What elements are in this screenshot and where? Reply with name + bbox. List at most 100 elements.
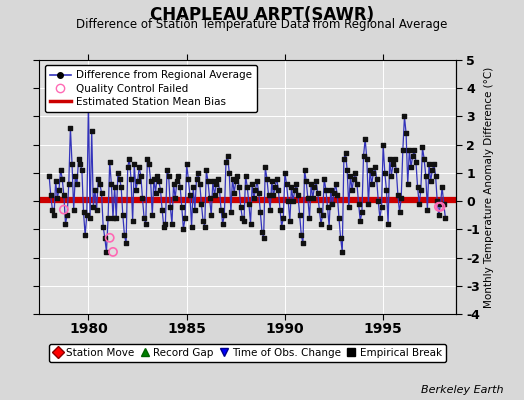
Point bbox=[320, 175, 329, 182]
Point bbox=[402, 130, 410, 136]
Point bbox=[232, 178, 240, 184]
Point bbox=[122, 240, 130, 247]
Point bbox=[76, 161, 84, 168]
Point bbox=[137, 172, 145, 179]
Point bbox=[191, 206, 199, 213]
Point bbox=[114, 170, 122, 176]
Point bbox=[225, 170, 234, 176]
Point bbox=[89, 204, 97, 210]
Point bbox=[274, 187, 282, 193]
Text: 1980: 1980 bbox=[69, 322, 108, 336]
Point bbox=[430, 161, 438, 168]
Point bbox=[181, 215, 189, 221]
Point bbox=[115, 175, 124, 182]
Point bbox=[118, 212, 127, 218]
Point bbox=[392, 167, 400, 173]
Point bbox=[45, 172, 53, 179]
Point bbox=[316, 220, 325, 227]
Point bbox=[292, 181, 301, 187]
Point bbox=[268, 178, 276, 184]
Point bbox=[269, 192, 278, 199]
Point bbox=[74, 156, 83, 162]
Point bbox=[422, 172, 430, 179]
Point bbox=[212, 181, 221, 187]
Point bbox=[169, 181, 178, 187]
Point bbox=[228, 175, 237, 182]
Point bbox=[83, 212, 91, 218]
Point bbox=[153, 172, 161, 179]
Point bbox=[141, 220, 150, 227]
Point bbox=[438, 184, 446, 190]
Point bbox=[105, 158, 114, 165]
Point bbox=[272, 175, 281, 182]
Point bbox=[194, 170, 202, 176]
Point bbox=[286, 218, 294, 224]
Point bbox=[148, 212, 157, 218]
Point bbox=[433, 198, 441, 204]
Point bbox=[58, 175, 67, 182]
Point bbox=[189, 184, 198, 190]
Point bbox=[125, 156, 134, 162]
Point bbox=[223, 153, 232, 159]
Point bbox=[291, 187, 299, 193]
Point bbox=[304, 195, 312, 202]
Point bbox=[322, 187, 330, 193]
Point bbox=[127, 175, 135, 182]
Point bbox=[359, 153, 368, 159]
Point bbox=[63, 212, 71, 218]
Point bbox=[436, 204, 445, 210]
Point bbox=[263, 175, 271, 182]
Point bbox=[249, 195, 258, 202]
Point bbox=[253, 178, 261, 184]
Point bbox=[47, 192, 55, 199]
Point bbox=[210, 192, 219, 199]
Point bbox=[238, 215, 246, 221]
Point bbox=[105, 234, 114, 241]
Point bbox=[294, 192, 302, 199]
Point bbox=[325, 223, 333, 230]
Point bbox=[219, 220, 227, 227]
Point bbox=[99, 223, 107, 230]
Point bbox=[171, 195, 179, 202]
Point bbox=[423, 206, 432, 213]
Point bbox=[371, 164, 379, 170]
Point bbox=[412, 158, 420, 165]
Point bbox=[271, 184, 279, 190]
Point bbox=[92, 206, 101, 213]
Point bbox=[354, 201, 363, 207]
Point bbox=[165, 172, 173, 179]
Legend: Station Move, Record Gap, Time of Obs. Change, Empirical Break: Station Move, Record Gap, Time of Obs. C… bbox=[49, 344, 446, 362]
Point bbox=[138, 195, 147, 202]
Point bbox=[364, 201, 373, 207]
Point bbox=[332, 181, 340, 187]
Point bbox=[68, 161, 77, 168]
Point bbox=[434, 204, 443, 210]
Text: Difference of Station Temperature Data from Regional Average: Difference of Station Temperature Data f… bbox=[77, 18, 447, 31]
Point bbox=[307, 181, 315, 187]
Point bbox=[128, 218, 137, 224]
Point bbox=[369, 170, 378, 176]
Point bbox=[155, 178, 163, 184]
Point bbox=[358, 209, 366, 216]
Point bbox=[418, 144, 427, 151]
Point bbox=[287, 184, 296, 190]
Point bbox=[130, 161, 138, 168]
Point bbox=[289, 198, 297, 204]
Point bbox=[284, 198, 292, 204]
Point bbox=[319, 212, 327, 218]
Point bbox=[135, 164, 144, 170]
Point bbox=[335, 215, 343, 221]
Point bbox=[81, 232, 89, 238]
Point bbox=[410, 147, 419, 154]
Point bbox=[379, 142, 387, 148]
Text: 1995: 1995 bbox=[364, 322, 402, 336]
Point bbox=[117, 184, 125, 190]
Text: Berkeley Earth: Berkeley Earth bbox=[421, 385, 503, 395]
Point bbox=[186, 192, 194, 199]
Point bbox=[313, 190, 322, 196]
Point bbox=[389, 161, 397, 168]
Point bbox=[147, 178, 155, 184]
Point bbox=[434, 212, 443, 218]
Point bbox=[150, 175, 158, 182]
Point bbox=[428, 167, 436, 173]
